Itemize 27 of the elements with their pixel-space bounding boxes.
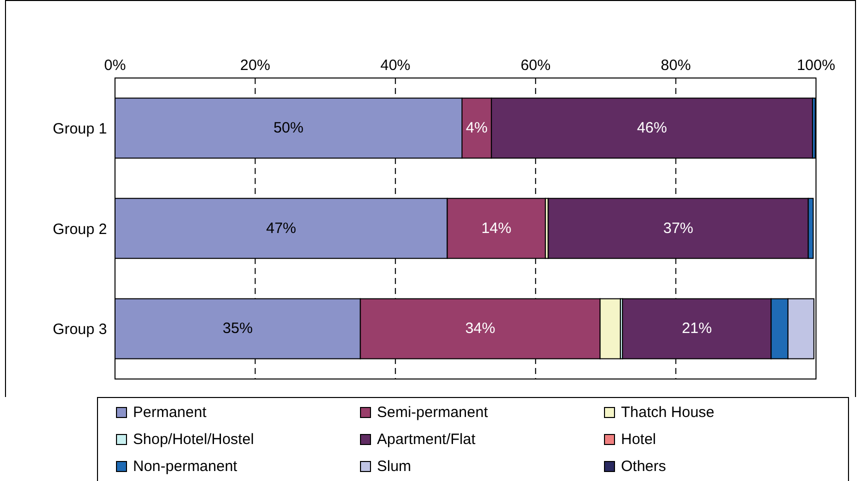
legend-label: Thatch House	[621, 404, 714, 420]
data-label: 21%	[682, 320, 712, 338]
data-label: 50%	[273, 120, 304, 137]
data-label: 34%	[465, 320, 496, 338]
legend-label: Non-permanent	[133, 458, 238, 476]
y-tick-label: Group 3	[52, 321, 107, 338]
legend-label: Hotel	[621, 430, 656, 448]
legend-label: Others	[621, 458, 666, 476]
data-label: 14%	[481, 220, 512, 237]
x-tick-label: 80%	[660, 57, 691, 74]
data-label: 37%	[663, 220, 694, 237]
x-tick-label: 60%	[520, 57, 551, 74]
legend-label: Shop/Hotel/Hostel	[133, 430, 254, 448]
legend-label: Apartment/Flat	[377, 430, 476, 448]
data-label: 4%	[466, 120, 488, 137]
y-tick-label: Group 2	[52, 220, 107, 238]
data-label: 47%	[266, 220, 296, 237]
data-label: 35%	[222, 320, 253, 338]
legend-label: Semi-permanent	[377, 404, 488, 420]
legend-label: Slum	[377, 458, 412, 476]
data-label: 46%	[636, 120, 667, 137]
x-tick-label: 100%	[796, 57, 836, 74]
x-tick-label: 40%	[380, 57, 410, 74]
y-tick-label: Group 1	[52, 120, 107, 138]
x-tick-label: 0%	[104, 57, 126, 74]
legend-label: Permanent	[133, 404, 206, 420]
x-tick-label: 20%	[240, 57, 270, 74]
